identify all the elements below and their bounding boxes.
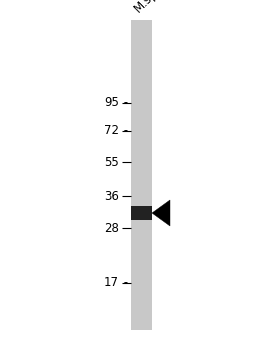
Text: 17: 17 — [104, 277, 119, 290]
Text: -: - — [120, 97, 128, 109]
Text: 95: 95 — [104, 97, 119, 109]
Text: 55: 55 — [104, 156, 119, 168]
Text: 28: 28 — [104, 222, 119, 235]
Text: -: - — [120, 156, 128, 168]
Text: -: - — [120, 277, 128, 290]
Bar — [131, 206, 152, 220]
Text: -: - — [120, 125, 128, 138]
Bar — [131, 20, 152, 330]
Text: M.spleen: M.spleen — [132, 0, 178, 15]
Polygon shape — [152, 200, 170, 226]
Text: -: - — [120, 189, 128, 202]
Text: 36: 36 — [104, 189, 119, 202]
Text: -: - — [120, 222, 128, 235]
Text: 72: 72 — [104, 125, 119, 138]
